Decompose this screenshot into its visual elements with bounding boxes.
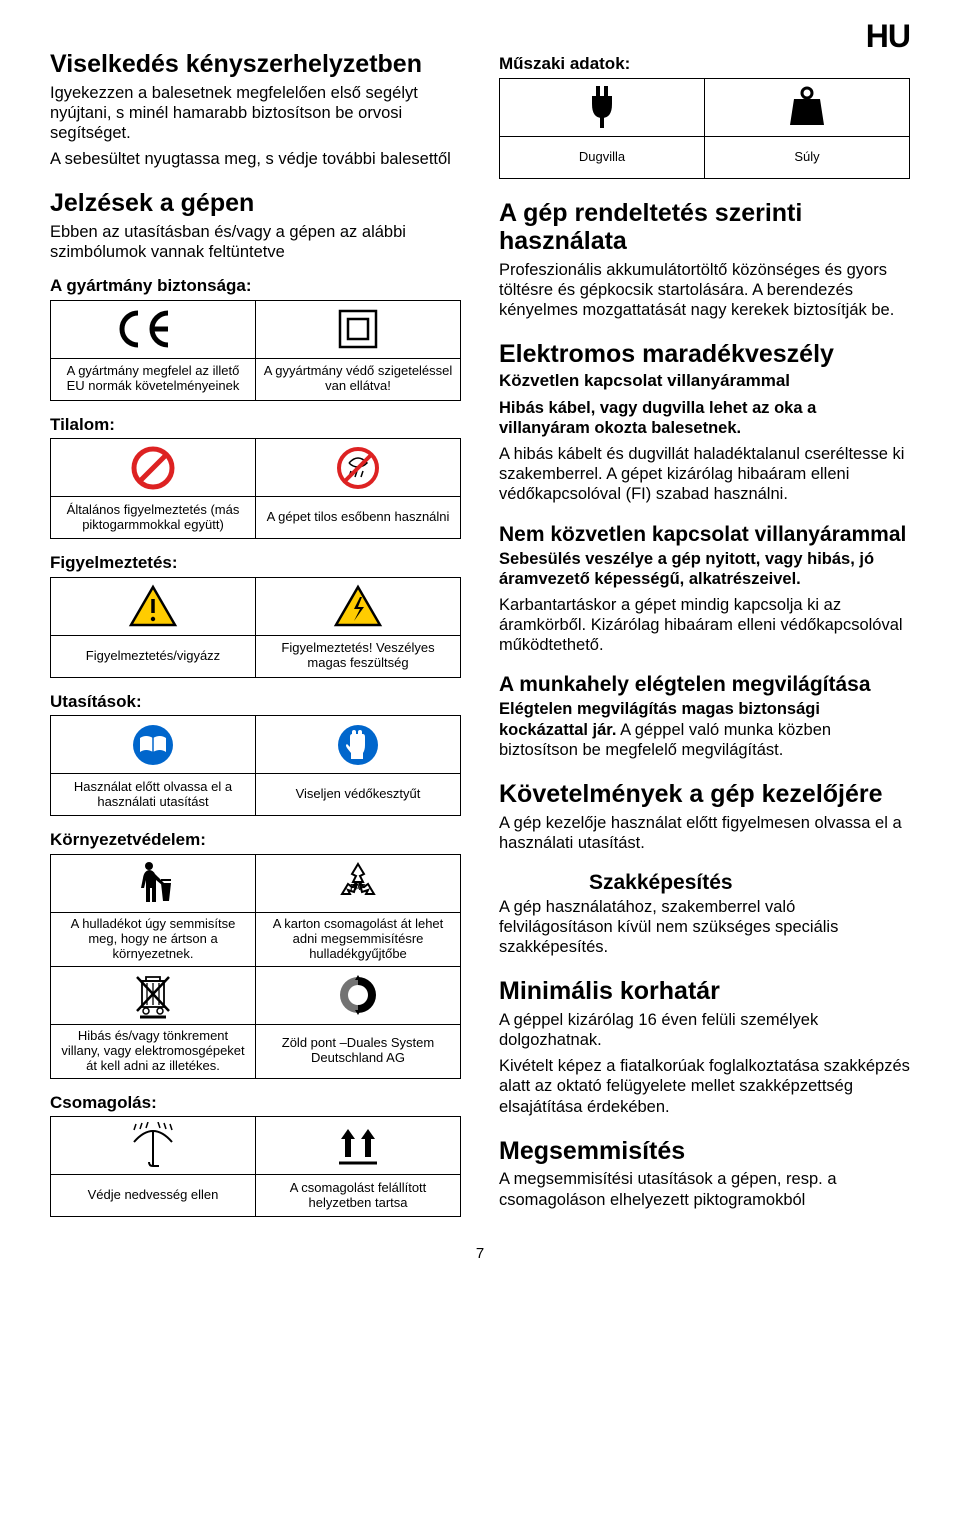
- warning-triangle-icon: [51, 577, 256, 635]
- tech-table: Dugvilla Súly: [499, 78, 910, 179]
- warn-table: Figyelmeztetés/vigyázz Figyelmeztetés! V…: [50, 577, 461, 678]
- paragraph: A gép kezelője használat előtt figyelmes…: [499, 813, 910, 853]
- paragraph: Profeszionális akkumulátortöltő közönség…: [499, 260, 910, 320]
- paragraph: Karbantartáskor a gépet mindig kapcsolja…: [499, 595, 910, 655]
- caption: Súly: [705, 136, 910, 178]
- ce-icon: [51, 300, 256, 358]
- paragraph: A hibás kábelt és dugvillát haladéktalan…: [499, 444, 910, 504]
- heading-disposal: Megsemmisítés: [499, 1137, 910, 1166]
- page-number: 7: [50, 1245, 910, 1262]
- prohibit-table: Általános figyelmeztetés (más piktogarmm…: [50, 438, 461, 539]
- caption: Hibás és/vagy tönkrement villany, vagy e…: [51, 1024, 256, 1078]
- heading-signs: Jelzések a gépen: [50, 189, 461, 218]
- heading-instructions: Utasítások:: [50, 692, 461, 712]
- caption: A hulladékot úgy semmisítse meg, hogy ne…: [51, 912, 256, 966]
- caption: Figyelmeztetés/vigyázz: [51, 635, 256, 677]
- caption: Használat előtt olvassa el a használati …: [51, 774, 256, 816]
- caption: Dugvilla: [500, 136, 705, 178]
- paragraph: Sebesülés veszélye a gép nyitott, vagy h…: [499, 549, 910, 589]
- caption: Általános figyelmeztetés (más piktogarmm…: [51, 497, 256, 539]
- this-way-up-icon: [256, 1117, 461, 1175]
- recycle-pap-icon: PAP: [256, 854, 461, 912]
- tidy-man-icon: [51, 854, 256, 912]
- green-dot-icon: [256, 966, 461, 1024]
- gloves-icon: [256, 716, 461, 774]
- heading-prohibit: Tilalom:: [50, 415, 461, 435]
- heading-residual-risk: Elektromos maradékveszély: [499, 340, 910, 369]
- pack-table: Védje nedvesség ellen A csomagolást felá…: [50, 1116, 461, 1217]
- caption: Zöld pont –Duales System Deutschland AG: [256, 1024, 461, 1078]
- paragraph: Igyekezzen a balesetnek megfelelően első…: [50, 83, 461, 143]
- env-table: PAP A hulladékot úgy semmisítse meg, hog…: [50, 854, 461, 1079]
- paragraph: A géppel kizárólag 16 éven felüli személ…: [499, 1010, 910, 1050]
- caption: A karton csomagolást át lehet adni megse…: [256, 912, 461, 966]
- high-voltage-icon: [256, 577, 461, 635]
- paragraph: Ebben az utasításban és/vagy a gépen az …: [50, 222, 461, 262]
- bold-text: Sebesülés veszélye a gép nyitott, vagy h…: [499, 550, 874, 588]
- safety-table: A gyártmány megfelel az illető EU normák…: [50, 300, 461, 401]
- paragraph: A sebesültet nyugtassa meg, s védje tová…: [50, 149, 461, 169]
- paragraph: Elégtelen megvilágítás magas biztonsági …: [499, 699, 910, 759]
- right-column: Műszaki adatok: Dugvilla Súly A: [499, 30, 910, 1225]
- read-manual-icon: [51, 716, 256, 774]
- keep-dry-icon: [51, 1117, 256, 1175]
- heading-tech: Műszaki adatok:: [499, 54, 910, 74]
- caption: Viseljen védőkesztyűt: [256, 774, 461, 816]
- heading-operator-req: Követelmények a gép kezelőjére: [499, 780, 910, 809]
- paragraph: Kivételt képez a fiatalkorúak foglalkozt…: [499, 1056, 910, 1116]
- no-rain-icon: [256, 439, 461, 497]
- heading-packaging: Csomagolás:: [50, 1093, 461, 1113]
- heading-safety: A gyártmány biztonsága:: [50, 276, 461, 296]
- language-code: HU: [866, 18, 910, 55]
- caption: A gyártmány megfelel az illető EU normák…: [51, 358, 256, 400]
- weight-icon: [705, 78, 910, 136]
- subheading: Közvetlen kapcsolat villanyárammal: [499, 371, 910, 392]
- caption: Védje nedvesség ellen: [51, 1175, 256, 1217]
- svg-text:PAP: PAP: [350, 883, 367, 892]
- instr-table: Használat előtt olvassa el a használati …: [50, 715, 461, 816]
- caption: A gépet tilos esőbenn használni: [256, 497, 461, 539]
- plug-icon: [500, 78, 705, 136]
- heading-lighting: A munkahely elégtelen megvilágítása: [499, 673, 910, 697]
- paragraph: A gép használatához, szakemberrel való f…: [499, 897, 910, 957]
- heading-warn: Figyelmeztetés:: [50, 553, 461, 573]
- heading-min-age: Minimális korhatár: [499, 977, 910, 1006]
- heading-qualification: Szakképesítés: [589, 871, 910, 895]
- heading-indirect-contact: Nem közvetlen kapcsolat villanyárammal: [499, 523, 910, 547]
- double-insulation-icon: [256, 300, 461, 358]
- prohibit-general-icon: [51, 439, 256, 497]
- caption: Figyelmeztetés! Veszélyes magas feszülts…: [256, 635, 461, 677]
- heading-intended-use: A gép rendeltetés szerinti használata: [499, 199, 910, 257]
- left-column: Viselkedés kényszerhelyzetben Igyekezzen…: [50, 30, 461, 1225]
- bold-text: Hibás kábel, vagy dugvilla lehet az oka …: [499, 399, 816, 437]
- heading-emergency: Viselkedés kényszerhelyzetben: [50, 50, 461, 79]
- paragraph: A megsemmisítési utasítások a gépen, res…: [499, 1169, 910, 1209]
- heading-environment: Környezetvédelem:: [50, 830, 461, 850]
- caption: A gyyártmány védő szigeteléssel van ellá…: [256, 358, 461, 400]
- weee-bin-icon: [51, 966, 256, 1024]
- paragraph: Hibás kábel, vagy dugvilla lehet az oka …: [499, 398, 910, 438]
- caption: A csomagolást felállított helyzetben tar…: [256, 1175, 461, 1217]
